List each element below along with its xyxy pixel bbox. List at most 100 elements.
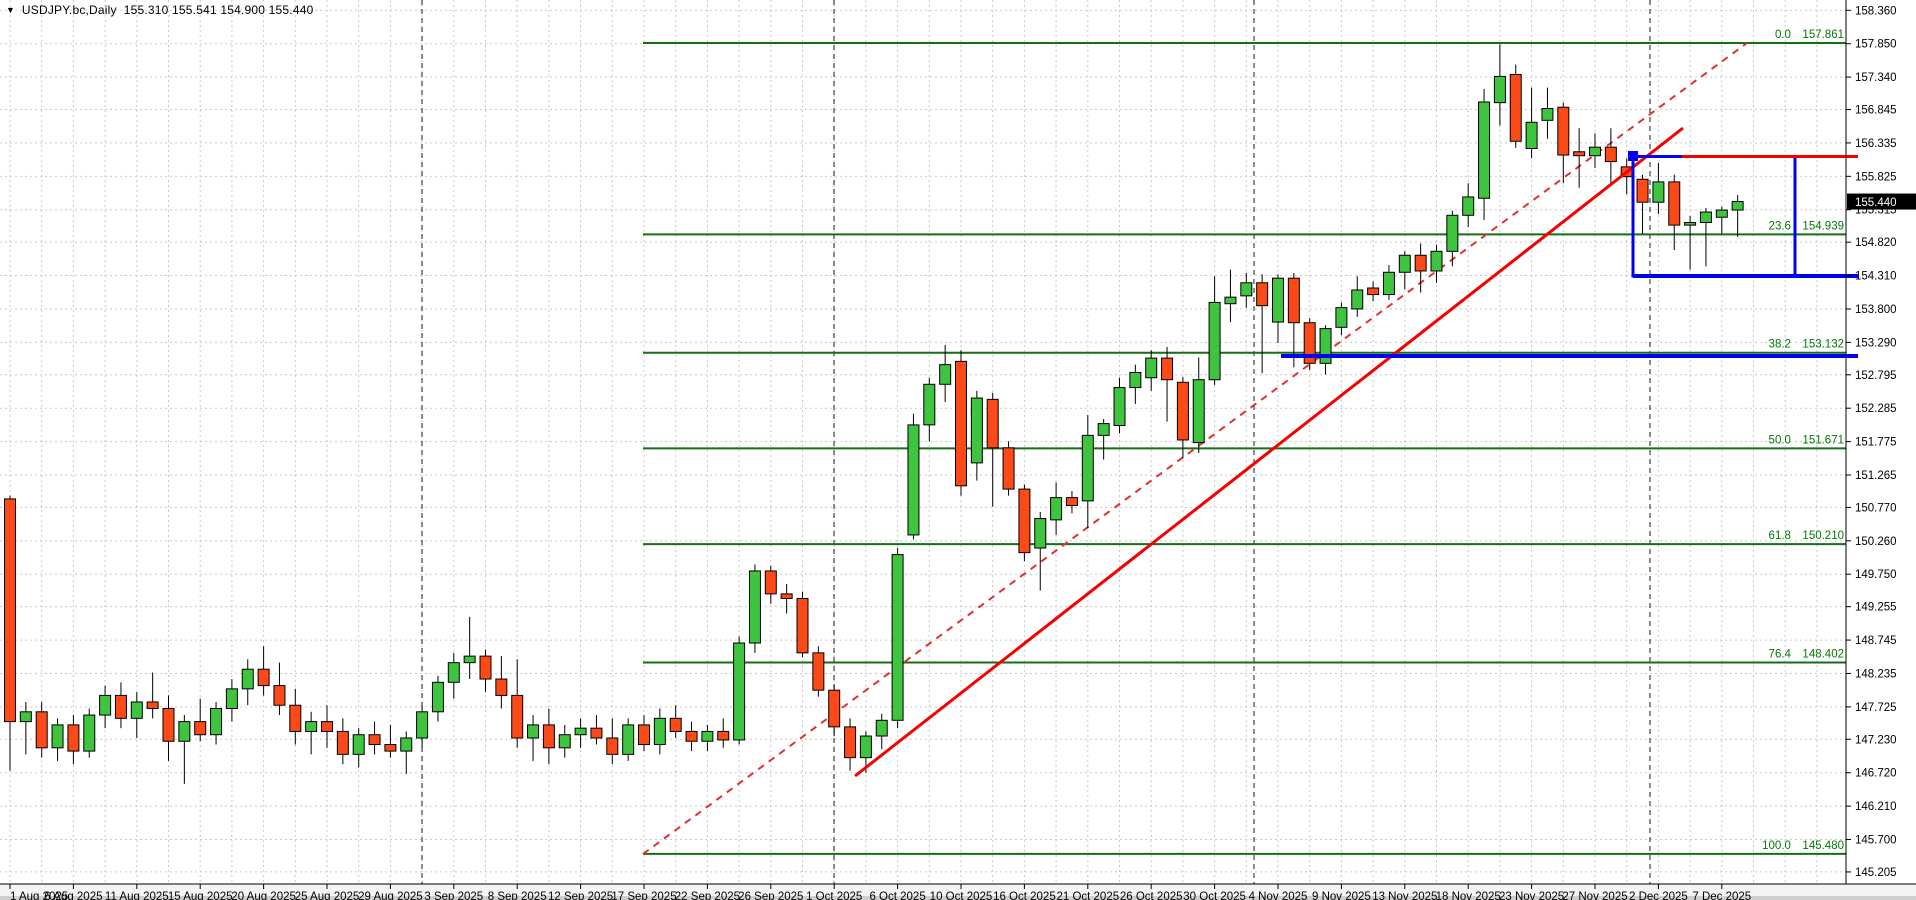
bear-candle-body (986, 398, 999, 449)
candle (733, 636, 746, 745)
bull-candle-body (622, 724, 635, 755)
ohlc-values-label: 155.310 155.541 154.900 155.440 (123, 3, 314, 17)
price-axis-label: 154.820 (1855, 237, 1897, 249)
solid-red-trendline[interactable] (854, 126, 1684, 778)
bull-candle-body (241, 668, 254, 690)
price-axis-label: 151.775 (1855, 437, 1897, 449)
bear-candle-body (606, 737, 619, 755)
bull-candle-body (1240, 282, 1253, 297)
blue-anchor-handle[interactable] (1628, 151, 1638, 161)
fibonacci-retracement[interactable]: 0.0 157.861 23.6 154.939 38.2 153.132 50.0 … (643, 29, 1846, 855)
current-price-box (1847, 193, 1916, 210)
candle (1478, 88, 1491, 220)
price-axis-label: 150.770 (1855, 502, 1897, 514)
candle (1668, 174, 1681, 251)
candle (1715, 206, 1728, 234)
time-axis-label: 1 Aug 2025 (10, 891, 68, 900)
bull-candle-body (225, 688, 238, 710)
bull-candle-body (1319, 328, 1332, 364)
candle (336, 718, 349, 765)
bull-candle-body (51, 724, 64, 749)
bear-candle-body (1176, 381, 1189, 441)
price-axis-label: 157.340 (1855, 72, 1897, 84)
candle (447, 652, 460, 699)
price-axis-label: 146.210 (1855, 801, 1897, 813)
bear-candle-body (1604, 146, 1617, 163)
bull-candle-body (748, 570, 761, 644)
candle (1113, 377, 1126, 434)
candle (558, 724, 571, 758)
time-axis-label: 27 Nov 2025 (1562, 891, 1627, 900)
bull-candle-body (19, 711, 32, 723)
bear-candle-body (289, 704, 302, 732)
bear-candle-body (273, 685, 286, 706)
candle (796, 591, 809, 658)
candle (986, 392, 999, 507)
candle (352, 728, 365, 768)
bear-candle-body (1573, 151, 1586, 157)
bull-candle-body (463, 655, 476, 664)
price-axis-label: 148.235 (1855, 668, 1897, 680)
bear-candle-body (194, 721, 207, 736)
bull-candle-body (574, 727, 587, 736)
bull-candle-body (701, 730, 714, 742)
bear-candle-body (1668, 181, 1681, 226)
time-axis-label: 12 Sep 2025 (548, 891, 613, 900)
bull-candle-body (130, 701, 143, 719)
candle (891, 548, 904, 729)
bear-candle-body (1256, 282, 1269, 307)
bear-candle-body (764, 570, 777, 595)
bull-candle-body (416, 711, 429, 739)
bull-candle-body (653, 717, 666, 746)
time-axis-label: 13 Nov 2025 (1372, 891, 1437, 900)
time-axis-label: 16 Oct 2025 (993, 891, 1056, 900)
bear-candle-body (35, 711, 48, 749)
candle (289, 688, 302, 745)
bear-candle-body (828, 689, 841, 728)
bull-candle-body (891, 554, 904, 721)
bull-candle-body (1731, 201, 1744, 211)
candle (257, 646, 270, 696)
price-axis-label: 156.335 (1855, 138, 1897, 150)
bear-candle-body (1509, 73, 1522, 142)
price-axis-label: 148.745 (1855, 635, 1897, 647)
bear-candle-body (638, 724, 650, 746)
candle (1684, 215, 1697, 270)
candle (1398, 251, 1411, 290)
candle (828, 684, 841, 737)
candle (1525, 87, 1538, 159)
candle (1351, 276, 1364, 317)
candle (51, 718, 64, 761)
bull-candle-body (178, 721, 191, 742)
bull-candle-body (1145, 357, 1158, 379)
time-axis-label: 10 Oct 2025 (930, 891, 993, 900)
time-axis-label: 7 Dec 2025 (1692, 891, 1751, 900)
chart-expander-icon[interactable]: ▼ (6, 4, 15, 15)
time-axis-label: 30 Oct 2025 (1183, 891, 1246, 900)
candle (1303, 318, 1316, 370)
candle (1367, 281, 1380, 302)
candle (1414, 243, 1427, 293)
bull-candle-body (1541, 108, 1554, 121)
bear-candle-body (114, 694, 127, 719)
candle (1002, 441, 1015, 496)
bear-candle-body (4, 498, 16, 723)
bear-candle-body (67, 724, 80, 752)
candle (669, 705, 682, 738)
bear-candle-body (780, 593, 793, 599)
bull-candle-body (1351, 289, 1364, 310)
candle (717, 718, 730, 748)
candle (67, 715, 80, 765)
candle (1462, 183, 1475, 228)
bear-candle-body (1002, 447, 1015, 490)
bull-candle-body (1398, 254, 1411, 273)
bull-candle-body (1272, 277, 1284, 323)
candle (653, 708, 666, 755)
bull-candle-body (733, 642, 746, 741)
bull-candle-body (970, 397, 983, 464)
candle (463, 616, 476, 680)
candle (4, 495, 16, 771)
bear-candle-body (336, 730, 349, 755)
time-axis-label: 1 Oct 2025 (806, 891, 862, 900)
